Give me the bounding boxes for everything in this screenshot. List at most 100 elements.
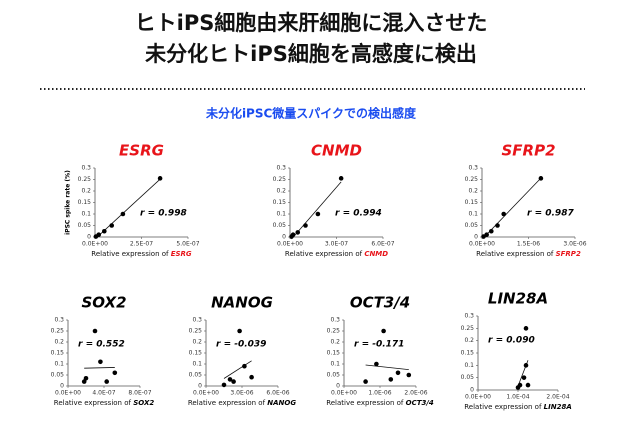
x-axis-label: Relative expression of SFRP2 — [476, 250, 581, 258]
point — [303, 223, 308, 228]
x-axis-label: Relative expression of SOX2 — [54, 399, 155, 407]
chart-title: LIN28A — [488, 290, 548, 308]
chart-title: SOX2 — [81, 294, 126, 312]
point — [242, 363, 247, 369]
x-tick-label: 0.0E+00 — [82, 241, 108, 248]
x-tick-label: 5.0E-07 — [176, 241, 199, 248]
y-tick-label: 0.3 — [464, 313, 474, 320]
point — [374, 361, 379, 367]
y-tick-label: 0.2 — [276, 188, 286, 195]
x-label-gene: ESRG — [171, 250, 192, 258]
y-tick-label: 0.25 — [189, 328, 203, 335]
point — [295, 230, 301, 235]
x-label-text: Relative expression of — [476, 250, 554, 258]
y-tick-label: 0.2 — [464, 337, 474, 344]
x-tick-label: 3.0E-07 — [325, 241, 348, 248]
annotation: r = 0.987 — [527, 209, 574, 219]
y-tick-label: 0.3 — [276, 165, 286, 172]
y-tick-label: 0 — [60, 383, 64, 390]
x-tick-label: 0.0E+00 — [465, 394, 491, 401]
chart-title: CNMD — [311, 142, 362, 160]
chart: SOX2 0 0.05 0.1 0.15 0.2 0.25 0.3 0.0E+00 4.0E-07… — [51, 294, 155, 408]
x-label-text: Relative expression of — [285, 250, 363, 258]
y-tick-label: 0.25 — [465, 176, 479, 183]
chart-title: OCT3/4 — [350, 294, 410, 312]
point — [388, 377, 394, 382]
point — [381, 328, 386, 334]
point — [227, 377, 233, 382]
y-tick-label: 0.05 — [78, 222, 92, 229]
point — [523, 326, 529, 331]
y-tick-label: 0.15 — [273, 199, 287, 206]
chart-title: NANOG — [211, 294, 273, 312]
y-tick-label: 0.05 — [461, 374, 475, 381]
y-tick-label: 0.2 — [330, 339, 340, 346]
x-tick-label: 1.5E-06 — [517, 241, 540, 248]
y-tick-label: 0 — [198, 383, 202, 390]
point — [104, 379, 109, 384]
x-tick-label: 2.5E-07 — [130, 241, 153, 248]
y-tick-label: 0.15 — [465, 199, 479, 206]
title-line: 未分化ヒトiPS細胞を高感度に検出 — [145, 42, 477, 66]
chart: NANOG 0 0.05 0.1 0.15 0.2 0.25 0.3 0.0E+00 3.0E-0… — [188, 294, 297, 408]
y-tick-label: 0.15 — [327, 350, 341, 357]
x-label-text: Relative expression of — [326, 399, 404, 407]
x-label-text: Relative expression of — [464, 403, 542, 411]
x-tick-label: 0.0E+00 — [55, 390, 81, 397]
y-tick-label: 0.3 — [330, 317, 340, 324]
point — [523, 363, 529, 368]
x-tick-label: 3.0E-06 — [563, 241, 586, 248]
annotation: r = 0.090 — [488, 336, 535, 346]
x-tick-label: 6.0E-06 — [266, 390, 289, 397]
trend-line — [291, 181, 342, 240]
y-tick-label: 0.15 — [78, 199, 92, 206]
point — [221, 382, 227, 388]
annotation: r = 0.998 — [140, 209, 187, 219]
y-tick-label: 0.2 — [54, 339, 64, 346]
x-label-text: Relative expression of — [91, 250, 169, 258]
y-tick-label: 0.1 — [468, 211, 478, 218]
point — [517, 382, 523, 388]
point — [538, 176, 544, 181]
y-tick-label: 0.05 — [189, 372, 203, 379]
x-tick-label: 0.0E+00 — [277, 241, 303, 248]
point — [109, 223, 115, 228]
trend-line — [365, 364, 409, 370]
y-tick-label: 0 — [474, 234, 478, 241]
y-tick-label: 0.05 — [465, 222, 479, 229]
y-tick-label: 0.1 — [54, 361, 64, 368]
point — [290, 232, 296, 237]
x-tick-label: 0.0E+00 — [331, 390, 357, 397]
trend-line — [95, 178, 161, 239]
trend-line — [483, 177, 542, 239]
chart-title: SFRP2 — [501, 142, 555, 160]
x-label-gene: OCT3/4 — [406, 399, 434, 407]
point — [83, 376, 89, 381]
annotation: r = -0.171 — [354, 340, 404, 350]
point — [96, 232, 102, 237]
y-tick-label: 0.2 — [81, 188, 91, 195]
y-tick-label: 0.25 — [78, 176, 92, 183]
x-axis-label: Relative expression of OCT3/4 — [326, 399, 434, 407]
y-tick-label: 0.15 — [189, 350, 203, 357]
y-tick-label: 0.1 — [464, 362, 474, 369]
x-axis-label: Relative expression of CNMD — [285, 250, 388, 258]
subtitle: 未分化iPSC微量スパイクでの検出感度 — [205, 106, 417, 121]
point — [92, 328, 98, 334]
x-label-gene: CNMD — [364, 250, 388, 258]
annotation: r = 0.994 — [335, 209, 382, 219]
x-tick-label: 1.0E-06 — [368, 390, 391, 397]
x-label-gene: NANOG — [267, 399, 296, 407]
x-tick-label: 6.0E-07 — [371, 241, 394, 248]
y-tick-label: 0.05 — [327, 372, 341, 379]
x-tick-label: 8.0E-07 — [128, 390, 151, 397]
y-tick-label: 0 — [470, 387, 474, 394]
chart: CNMD 0 0.05 0.1 0.15 0.2 0.25 0.3 0.0E+00 3.0E-07… — [273, 142, 395, 259]
y-tick-label: 0.1 — [330, 361, 340, 368]
x-label-text: Relative expression of — [188, 399, 266, 407]
point — [525, 382, 531, 388]
point — [315, 211, 321, 217]
point — [495, 223, 500, 228]
